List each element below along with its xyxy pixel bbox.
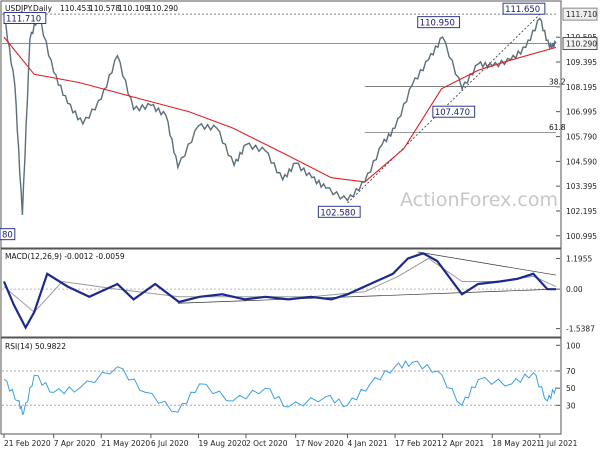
macd-series [2,252,557,330]
x-tick-label: 21 May 2020 [101,439,150,448]
macd-tick-label: 0.00 [566,285,583,294]
x-tick-label: 21 Feb 2020 [4,439,51,448]
price-tick-label: 108.195 [566,83,597,92]
price-annotation-label: 111.650 [505,5,540,15]
price-title: USDJPY.Daily [5,4,53,13]
price-annotation-label: 110.950 [420,19,455,29]
rsi-axis: 100 70 50 30 [556,341,581,410]
price-low: 110.109 [118,4,149,13]
moving-average-line [3,36,557,183]
fib-level-label: 61.8 [549,123,566,132]
rsi-tick-label: 70 [566,367,576,376]
rsi-panel-frame [0,337,562,435]
macd-axis: 1.1955 0.00 -1.5387 [556,255,595,334]
macd-tick-label: -1.5387 [566,325,595,334]
x-tick-label: 4 Jan 2021 [348,439,388,448]
price-tick-label: 100.995 [566,232,597,241]
x-tick-label: 7 Apr 2020 [54,439,96,448]
price-high: 110.578 [89,4,120,13]
ref-price-tag [562,7,598,21]
rsi-grid [2,370,556,406]
price-annotation-box [3,12,47,25]
x-tick-label: 18 May 2021 [492,439,541,448]
price-annotation-box [417,16,461,29]
x-tick-label: 17 Feb 2021 [395,439,442,448]
price-grid: 38.2 61.8 [2,13,566,204]
price-tick-label: 109.395 [566,58,597,67]
macd-signal-line [3,257,557,313]
x-axis: 21 Feb 2020 7 Apr 2020 21 May 2020 6 Jul 20… [3,434,578,448]
x-tick-label: 2 Oct 2020 [246,439,288,448]
fib-level-label: 38.2 [549,78,566,87]
price-tick-label: 106.995 [566,108,597,117]
rising-trendline [347,14,541,204]
current-price-tag [562,37,598,51]
ref-price-label: 111.710 [566,10,597,19]
macd-grid [2,251,557,304]
macd-title: MACD(12,26,9) -0.0012 -0.0059 [5,252,125,261]
x-tick-label: 19 Aug 2020 [198,439,246,448]
price-annotation-label: 102.580 [320,208,355,218]
macd-resistance-trendline [417,251,557,276]
price-tick-label: 102.195 [566,207,597,216]
rsi-line [3,360,557,416]
x-tick-label: 17 Nov 2020 [296,439,344,448]
rsi-tick-label: 100 [566,341,581,350]
price-annotation-box [502,2,546,15]
x-tick-label: 2 Apr 2021 [443,439,485,448]
price-annotation-label: 107.470 [435,108,470,118]
price-series-line [3,12,557,216]
rsi-tick-label: 30 [566,401,576,410]
rsi-tick-label: 50 [566,384,576,393]
price-close: 110.290 [147,4,178,13]
price-annotation-box [317,205,361,218]
macd-line [2,252,556,330]
macd-panel-frame [0,248,562,338]
rsi-title: RSI(14) 50.9822 [5,342,66,351]
price-annotation-box [0,228,16,241]
price-annotations: 111.710 110.950 111.650 107.470 102.580 80 [0,2,546,241]
price-tick-label: 104.590 [566,157,597,166]
price-tick-label: 103.395 [566,182,597,191]
price-panel-frame [0,0,562,249]
price-series [3,12,557,216]
current-price-label: 110.290 [566,40,597,49]
price-open: 110.453 [60,4,91,13]
price-annotation-label: 80 [2,231,13,241]
price-axis: 110.595109.395108.195106.995105.790104.5… [556,7,598,241]
rsi-series [3,360,557,416]
watermark: ActionForex.com [400,189,558,211]
price-annotation-box [432,105,476,118]
price-annotation-label: 111.710 [6,15,41,25]
macd-tick-label: 1.1955 [566,255,592,264]
x-tick-label: 1 Jul 2021 [540,439,578,448]
price-tick-label: 105.790 [566,133,597,142]
x-tick-label: 6 Jul 2020 [151,439,189,448]
macd-support-trendline [177,288,557,304]
